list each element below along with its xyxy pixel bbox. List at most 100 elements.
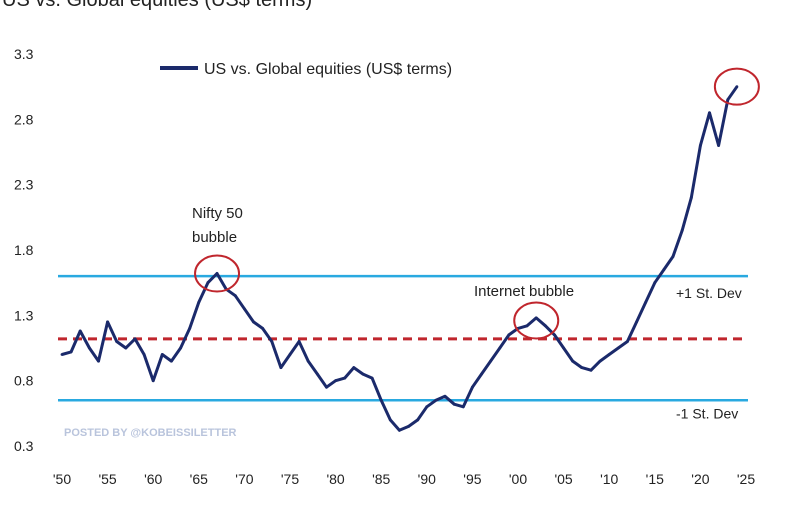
y-tick-label: 1.8 — [14, 242, 34, 258]
series-point — [88, 346, 91, 350]
x-tick-label: '10 — [600, 471, 618, 487]
series-point — [553, 333, 556, 337]
series-point — [443, 394, 447, 398]
y-tick-label: 1.3 — [14, 307, 34, 323]
series-point — [206, 281, 210, 285]
series-point — [243, 307, 246, 311]
series-point — [580, 366, 584, 369]
series-point — [69, 350, 73, 354]
series-point — [507, 333, 511, 337]
reference-line-label: +1 St. Dev — [676, 285, 742, 301]
chart-title: US vs. Global equities (US$ terms) — [2, 0, 312, 11]
series-point — [425, 405, 429, 409]
series-point — [179, 346, 183, 350]
series-point — [398, 428, 401, 432]
series-point — [279, 366, 283, 369]
x-tick-label: '85 — [372, 471, 390, 487]
series-point — [188, 327, 192, 330]
series-point — [78, 329, 82, 333]
x-tick-label: '60 — [144, 471, 162, 487]
series-point — [544, 324, 547, 328]
annotation-circle — [713, 67, 760, 106]
x-tick-label: '15 — [646, 471, 664, 487]
series-point — [407, 425, 410, 428]
series-point — [370, 376, 374, 380]
series-point — [270, 340, 274, 343]
annotation-circle — [513, 301, 560, 340]
series-point — [151, 379, 155, 383]
series-point — [434, 398, 438, 402]
series-point — [471, 385, 474, 389]
series-point — [261, 327, 264, 330]
series-point — [680, 229, 684, 232]
y-tick-label: 0.3 — [14, 438, 34, 454]
series-point — [480, 372, 483, 376]
legend-label: US vs. Global equities (US$ terms) — [204, 61, 452, 78]
series-point — [325, 385, 328, 389]
annotation-label: bubble — [192, 229, 237, 246]
series-point — [662, 268, 666, 271]
watermark-text: POSTED BY @KOBEISSILETTER — [64, 427, 237, 439]
x-tick-label: '05 — [554, 471, 572, 487]
series-point — [306, 359, 310, 363]
series-point — [142, 353, 146, 356]
series-point — [635, 320, 638, 324]
series-point — [133, 337, 137, 341]
series-point — [97, 359, 100, 363]
series-point — [288, 353, 292, 356]
series-point — [726, 98, 730, 102]
series-point — [379, 398, 383, 402]
series-point — [297, 340, 301, 343]
series-point — [334, 379, 337, 383]
series-point — [653, 281, 657, 285]
series-point — [170, 359, 173, 363]
series-point — [717, 144, 720, 147]
series-point — [106, 320, 109, 324]
series-point — [233, 294, 237, 298]
series-point — [352, 366, 356, 369]
x-tick-label: '90 — [418, 471, 436, 487]
series-point — [616, 346, 620, 350]
series-point — [124, 346, 128, 350]
x-tick-label: '20 — [691, 471, 709, 487]
series-point — [699, 144, 702, 147]
y-tick-label: 2.3 — [14, 177, 34, 193]
x-tick-label: '25 — [737, 471, 755, 487]
series-point — [60, 353, 64, 356]
series-point — [115, 340, 119, 343]
series-point — [708, 111, 711, 115]
x-tick-label: '80 — [326, 471, 344, 487]
series-point — [316, 372, 319, 376]
series-point — [489, 359, 492, 363]
series-point — [343, 376, 347, 380]
series-point — [534, 316, 538, 320]
series-point — [215, 272, 219, 275]
annotation-label: Nifty 50 — [192, 205, 243, 222]
series-point — [626, 340, 629, 343]
x-tick-label: '65 — [190, 471, 208, 487]
series-point — [671, 255, 675, 258]
series-point — [689, 196, 693, 200]
series-point — [388, 418, 392, 422]
x-tick-label: '50 — [53, 471, 71, 487]
series-point — [562, 346, 565, 350]
x-tick-label: '70 — [235, 471, 253, 487]
series-point — [461, 405, 465, 409]
x-tick-label: '95 — [463, 471, 481, 487]
series-point — [525, 324, 529, 328]
series-point — [607, 353, 611, 356]
series-point — [498, 346, 502, 350]
series-line — [61, 85, 739, 432]
y-tick-label: 3.3 — [14, 46, 34, 62]
series-point — [160, 353, 164, 356]
series-point — [452, 402, 456, 406]
x-tick-label: '75 — [281, 471, 299, 487]
series-point — [735, 85, 739, 89]
y-tick-label: 2.8 — [14, 111, 34, 127]
series-point — [252, 320, 255, 324]
x-tick-label: '00 — [509, 471, 527, 487]
series-point — [416, 418, 420, 422]
series-point — [197, 300, 201, 304]
